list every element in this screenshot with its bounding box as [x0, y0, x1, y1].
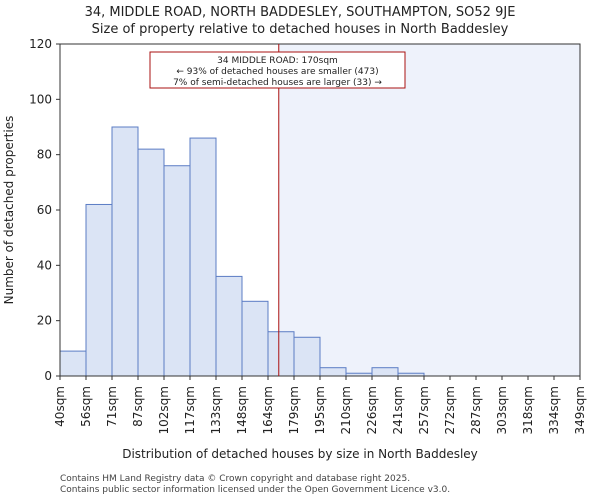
x-tick-label: 87sqm	[131, 386, 145, 427]
x-tick-label: 226sqm	[365, 386, 379, 434]
footer-line-2: Contains public sector information licen…	[60, 485, 450, 495]
bar	[59, 350, 87, 377]
annotation-box	[149, 51, 406, 89]
x-tick-label: 303sqm	[495, 386, 509, 434]
x-tick-label: 40sqm	[53, 386, 67, 427]
annotation-smaller: ← 93% of detached houses are smaller (47…	[176, 67, 378, 77]
y-axis-label: Number of detached properties	[2, 116, 16, 305]
x-tick-label: 117sqm	[183, 386, 197, 434]
bar	[319, 367, 347, 377]
x-tick-label: 210sqm	[339, 386, 353, 434]
bar	[163, 165, 191, 377]
x-tick-label: 179sqm	[287, 386, 301, 434]
bar	[215, 275, 243, 377]
x-tick-label: 133sqm	[209, 386, 223, 434]
y-tick-label: 80	[37, 148, 52, 162]
x-tick-label: 102sqm	[157, 386, 171, 434]
x-tick-label: 257sqm	[417, 386, 431, 434]
bar	[371, 367, 399, 377]
plot-area: 0 20 40 60 80 100 120 40sqm 56sqm 71sqm 87sqm 102sq…	[29, 37, 587, 434]
x-tick-label: 334sqm	[547, 386, 561, 434]
y-tick-label: 0	[44, 369, 52, 383]
y-tick-label: 40	[37, 258, 52, 272]
annotation-title: 34 MIDDLE ROAD: 170sqm	[217, 56, 338, 66]
x-tick-label: 195sqm	[313, 386, 327, 434]
y-tick-label: 120	[29, 37, 52, 51]
chart-title: 34, MIDDLE ROAD, NORTH BADDESLEY, SOUTHA…	[85, 5, 516, 20]
bar	[189, 137, 217, 377]
x-tick-label: 148sqm	[235, 386, 249, 434]
chart-subtitle: Size of property relative to detached ho…	[92, 22, 509, 37]
x-tick-label: 318sqm	[521, 386, 535, 434]
x-tick-label: 241sqm	[391, 386, 405, 434]
annotation-larger: 7% of semi-detached houses are larger (3…	[173, 78, 382, 88]
x-tick-label: 56sqm	[79, 386, 93, 427]
highlight-region	[278, 44, 580, 376]
bar	[85, 203, 113, 377]
bar	[241, 300, 269, 377]
bar	[111, 126, 139, 377]
x-tick-label: 287sqm	[469, 386, 483, 434]
x-tick-label: 71sqm	[105, 386, 119, 427]
x-axis-label: Distribution of detached houses by size …	[122, 447, 478, 461]
footer-line-1: Contains HM Land Registry data © Crown c…	[60, 474, 410, 484]
x-tick-label: 349sqm	[573, 386, 587, 434]
y-tick-label: 60	[37, 203, 52, 217]
bar	[267, 331, 295, 377]
bar	[293, 336, 321, 377]
x-tick-label: 164sqm	[261, 386, 275, 434]
x-tick-label: 272sqm	[443, 386, 457, 434]
bar	[137, 148, 165, 377]
y-tick-label: 100	[29, 92, 52, 106]
y-tick-label: 20	[37, 314, 52, 328]
